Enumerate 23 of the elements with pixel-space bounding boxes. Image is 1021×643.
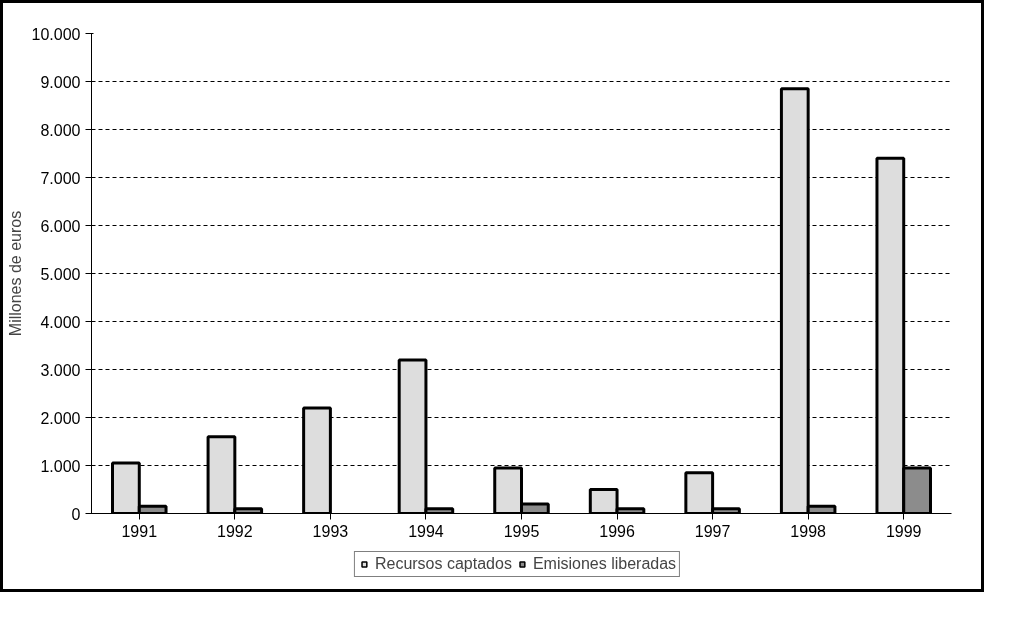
y-tick-label: 0: [71, 505, 81, 523]
legend-label: Emisiones liberadas: [532, 555, 677, 573]
y-tick-label: 8.000: [40, 121, 81, 139]
y-tick-label: 3.000: [40, 361, 81, 379]
y-tick-label: 7.000: [40, 169, 81, 187]
x-tick-label: 1993: [312, 522, 349, 540]
x-tick-label: 1997: [694, 522, 731, 540]
legend-label: Recursos captados: [374, 555, 512, 573]
y-tick-label: 2.000: [40, 409, 81, 427]
y-tick-label: 9.000: [40, 73, 81, 91]
x-tick-label: 1992: [217, 522, 253, 540]
y-tick-label: 1.000: [40, 457, 81, 475]
x-tick-label: 1999: [885, 522, 922, 540]
x-tick-label: 1995: [503, 522, 540, 540]
y-tick-label: 5.000: [40, 265, 81, 283]
x-tick-label: 1994: [408, 522, 444, 540]
x-tick-label: 1991: [121, 522, 158, 540]
x-tick-label: 1996: [599, 522, 635, 540]
x-tick-label: 1998: [790, 522, 827, 540]
y-tick-label: 4.000: [40, 313, 81, 331]
y-axis-title: Millones de euros: [6, 210, 24, 337]
y-tick-label: 6.000: [40, 217, 81, 235]
y-tick-label: 10.000: [31, 25, 81, 43]
